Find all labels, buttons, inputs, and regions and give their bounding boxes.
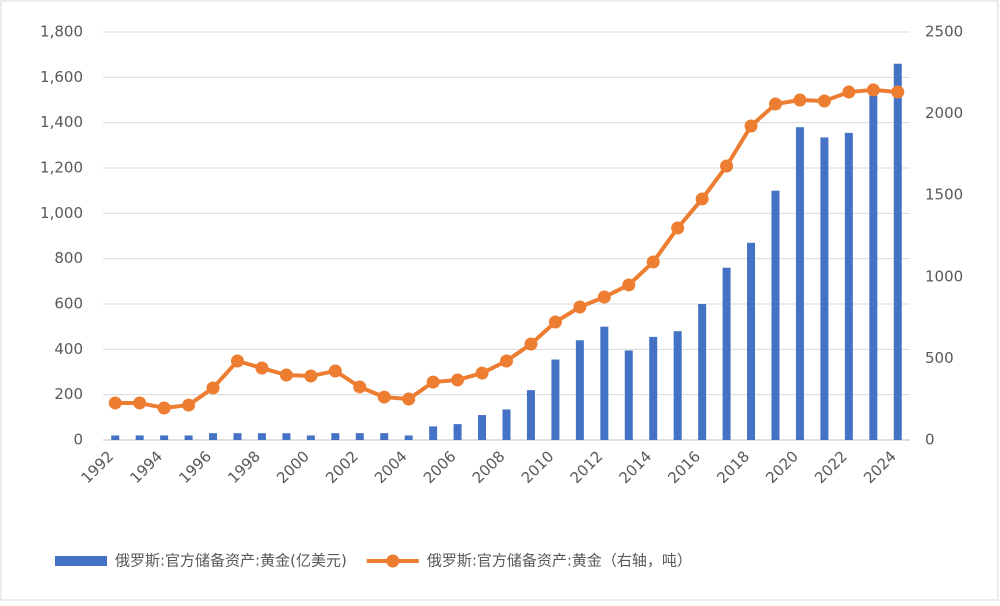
line-marker (793, 93, 807, 107)
line-marker (402, 392, 416, 406)
line-marker (279, 368, 293, 382)
line-marker (817, 94, 831, 108)
y-tick-label: 1,000 (40, 204, 83, 222)
bar (624, 350, 633, 440)
line-marker (451, 373, 465, 387)
line-marker (744, 119, 758, 133)
bar (575, 340, 584, 440)
bar (844, 132, 853, 440)
bar (233, 433, 242, 440)
line-marker (573, 300, 587, 314)
legend-swatch (55, 556, 107, 566)
y-tick-label: 1,200 (40, 159, 83, 177)
bar (257, 433, 266, 440)
bar (282, 433, 291, 440)
y-tick-label: 200 (54, 385, 83, 403)
bar (722, 267, 731, 440)
y2-tick-label: 2000 (925, 104, 963, 122)
line-marker (842, 85, 856, 99)
bar (893, 63, 902, 440)
line-marker (304, 369, 318, 383)
bar (551, 359, 560, 440)
bar (135, 435, 144, 440)
line-marker (182, 398, 196, 412)
bar (331, 433, 340, 440)
bar (698, 304, 707, 440)
line-marker (866, 83, 880, 97)
y-tick-label: 600 (54, 295, 83, 313)
y-tick-label: 1,400 (40, 113, 83, 131)
bar (747, 242, 756, 440)
line-marker (328, 364, 342, 378)
y2-tick-label: 2500 (925, 23, 963, 41)
line-marker (524, 337, 538, 351)
y2-tick-label: 1500 (925, 186, 963, 204)
bar (404, 435, 413, 440)
line-marker (353, 380, 367, 394)
bar (429, 426, 438, 440)
bar (673, 331, 682, 440)
line-marker (475, 366, 489, 380)
bar (600, 326, 609, 440)
bar (453, 424, 462, 440)
line-marker (133, 396, 147, 410)
line-marker (548, 315, 562, 329)
line-marker (597, 290, 611, 304)
bar (649, 336, 658, 440)
bar (795, 127, 804, 440)
line-marker (500, 354, 513, 368)
y-tick-label: 800 (54, 249, 83, 267)
legend-swatch (386, 554, 400, 568)
line-marker (255, 361, 269, 375)
bar (502, 409, 511, 440)
line-marker (206, 381, 220, 395)
line-marker (646, 255, 660, 269)
line-marker (231, 354, 244, 368)
line-marker (671, 221, 685, 235)
legend-label: 俄罗斯:官方储备资产:黄金(亿美元) (115, 552, 347, 570)
bar (184, 435, 193, 440)
line-marker (695, 192, 709, 206)
y-tick-label: 1,800 (40, 23, 83, 41)
line-marker (108, 396, 122, 410)
y-tick-label: 400 (54, 340, 83, 358)
line-marker (769, 97, 782, 111)
line-marker (157, 401, 171, 415)
bar (160, 435, 169, 440)
line-marker (720, 159, 734, 173)
line-marker (622, 278, 636, 292)
bar (111, 435, 120, 440)
line-marker (377, 390, 391, 404)
y2-tick-label: 0 (925, 431, 935, 449)
line-marker (426, 375, 440, 389)
y-tick-label: 0 (73, 431, 83, 449)
bar (355, 433, 364, 440)
bar (820, 137, 829, 440)
y-tick-label: 1,600 (40, 68, 83, 86)
bar (771, 190, 780, 440)
bar (478, 415, 487, 440)
bar (869, 95, 878, 440)
bar (209, 433, 218, 440)
bar (306, 435, 315, 440)
y2-tick-label: 1000 (925, 267, 963, 285)
line-marker (891, 85, 905, 99)
bar (526, 390, 535, 440)
bar (380, 433, 389, 440)
legend-label: 俄罗斯:官方储备资产:黄金（右轴，吨） (427, 552, 692, 570)
y2-tick-label: 500 (925, 349, 954, 367)
